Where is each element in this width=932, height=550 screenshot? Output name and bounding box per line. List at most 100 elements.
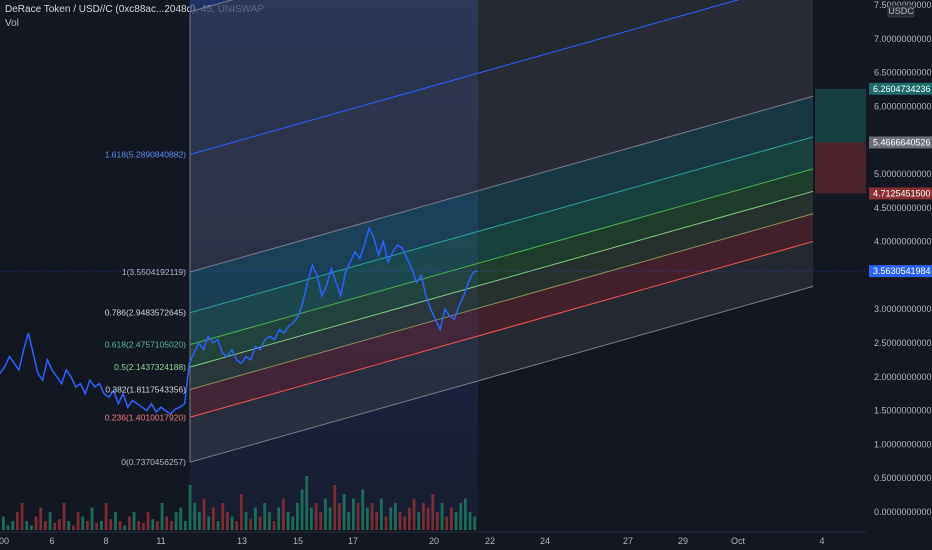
volume-bar <box>422 503 425 530</box>
volume-bar <box>394 503 397 530</box>
volume-bar <box>48 512 52 530</box>
time-tick-label: Oct <box>731 536 746 546</box>
volume-label[interactable]: Vol <box>5 18 19 29</box>
fib-line <box>189 136 814 314</box>
current-price-tag: 3.5630541984 <box>873 266 931 276</box>
volume-bar <box>240 494 243 530</box>
price-tick-label: 0.0000000000 <box>874 507 932 517</box>
volume-bar <box>132 512 136 530</box>
price-tick-label: 5.0000000000 <box>874 169 932 179</box>
price-tick-label: 2.0000000000 <box>874 372 932 382</box>
volume-bar <box>300 489 304 530</box>
stop-price-tag-bg <box>869 187 932 200</box>
volume-bar <box>412 498 416 530</box>
volume-bar <box>282 498 285 530</box>
time-tick-label: 15 <box>293 536 303 546</box>
symbol-title[interactable]: DeRace Token / USD//C (0xc88ac...2048d),… <box>5 4 264 15</box>
time-axis[interactable]: 00 6 8 11 13 15 17 20 22 24 27 29 Oct 4 <box>0 531 866 546</box>
volume-bar <box>128 516 131 530</box>
volume-bar <box>156 521 159 530</box>
volume-bar <box>193 503 197 530</box>
stop-price-tag: 4.7125451500 <box>873 188 931 198</box>
volume-bar <box>142 522 145 530</box>
fib-band <box>190 168 813 368</box>
target-price-tag: 6.2604734236 <box>873 84 931 94</box>
volume-bars <box>2 476 477 530</box>
volume-bar <box>356 503 360 530</box>
volume-bar <box>277 507 281 530</box>
volume-bar <box>468 512 472 530</box>
price-series <box>0 225 866 415</box>
volume-bar <box>440 503 444 530</box>
price-tick-label: 0.5000000000 <box>874 473 932 483</box>
volume-bar <box>6 525 10 530</box>
volume-bar <box>179 507 183 530</box>
fib-band <box>190 96 813 313</box>
fib-label: 1.618(5.2890840882) <box>105 149 186 159</box>
volume-bar <box>286 512 290 530</box>
time-tick-label: 24 <box>540 536 550 546</box>
volume-bar <box>408 507 411 530</box>
time-tick-label: 27 <box>623 536 633 546</box>
volume-bar <box>34 516 38 530</box>
time-tick-label: 8 <box>103 536 108 546</box>
volume-bar <box>226 512 229 530</box>
volume-bar <box>249 519 253 530</box>
fib-band <box>190 191 813 390</box>
chart-legend: DeRace Token / USD//C (0xc88ac...2048d),… <box>5 3 264 31</box>
time-tick-label: 29 <box>678 536 688 546</box>
price-tick-label: 4.5000000000 <box>874 203 932 213</box>
volume-bar <box>361 489 365 530</box>
volume-bar <box>291 516 295 530</box>
volume-bar <box>25 521 29 530</box>
volume-bar <box>431 494 435 530</box>
volume-bar <box>20 503 24 530</box>
volume-bar <box>319 512 323 530</box>
volume-bar <box>151 519 155 530</box>
fib-label: 0(0.7370456257) <box>121 457 186 467</box>
volume-bar <box>100 521 103 530</box>
fib-band <box>190 0 813 272</box>
volume-bar <box>16 512 19 530</box>
price-tick-label: 1.5000000000 <box>874 406 932 416</box>
price-axis[interactable]: 7.50000000007.00000000006.50000000006.00… <box>866 0 932 550</box>
target-zone <box>815 88 866 143</box>
fib-line <box>189 95 814 273</box>
position-boxes[interactable] <box>815 88 866 194</box>
volume-bar <box>436 512 439 530</box>
fib-channel[interactable] <box>189 0 814 463</box>
volume-bar <box>146 512 150 530</box>
volume-bar <box>118 521 122 530</box>
volume-bar <box>417 512 421 530</box>
volume-bar <box>258 516 262 530</box>
volume-bar <box>370 503 374 530</box>
volume-bar <box>53 522 57 530</box>
volume-bar <box>72 525 75 530</box>
fib-band <box>190 136 813 345</box>
price-tick-label: 7.0000000000 <box>874 34 932 44</box>
volume-bar <box>459 503 463 530</box>
entry-price-tag: 5.4666640526 <box>873 137 931 147</box>
volume-bar <box>230 516 234 530</box>
time-tick-label: 17 <box>348 536 358 546</box>
volume-bar <box>426 507 430 530</box>
volume-bar <box>324 498 327 530</box>
volume-bar <box>473 516 477 530</box>
volume-bar <box>352 498 355 530</box>
currency-badge-label: USDC <box>888 6 914 16</box>
volume-bar <box>137 521 141 530</box>
volume-bar <box>366 507 369 530</box>
price-tick-label: 6.0000000000 <box>874 101 932 111</box>
volume-bar <box>90 507 94 530</box>
volume-bar <box>160 503 164 530</box>
volume-bar <box>86 521 89 530</box>
volume-bar <box>30 525 33 530</box>
target-price-tag-bg <box>869 82 932 95</box>
volume-bar <box>305 476 309 530</box>
time-tick-label: 13 <box>237 536 247 546</box>
volume-bar <box>2 516 5 530</box>
volume-bar <box>328 507 332 530</box>
volume-bar <box>445 516 449 530</box>
volume-bar <box>174 512 178 530</box>
